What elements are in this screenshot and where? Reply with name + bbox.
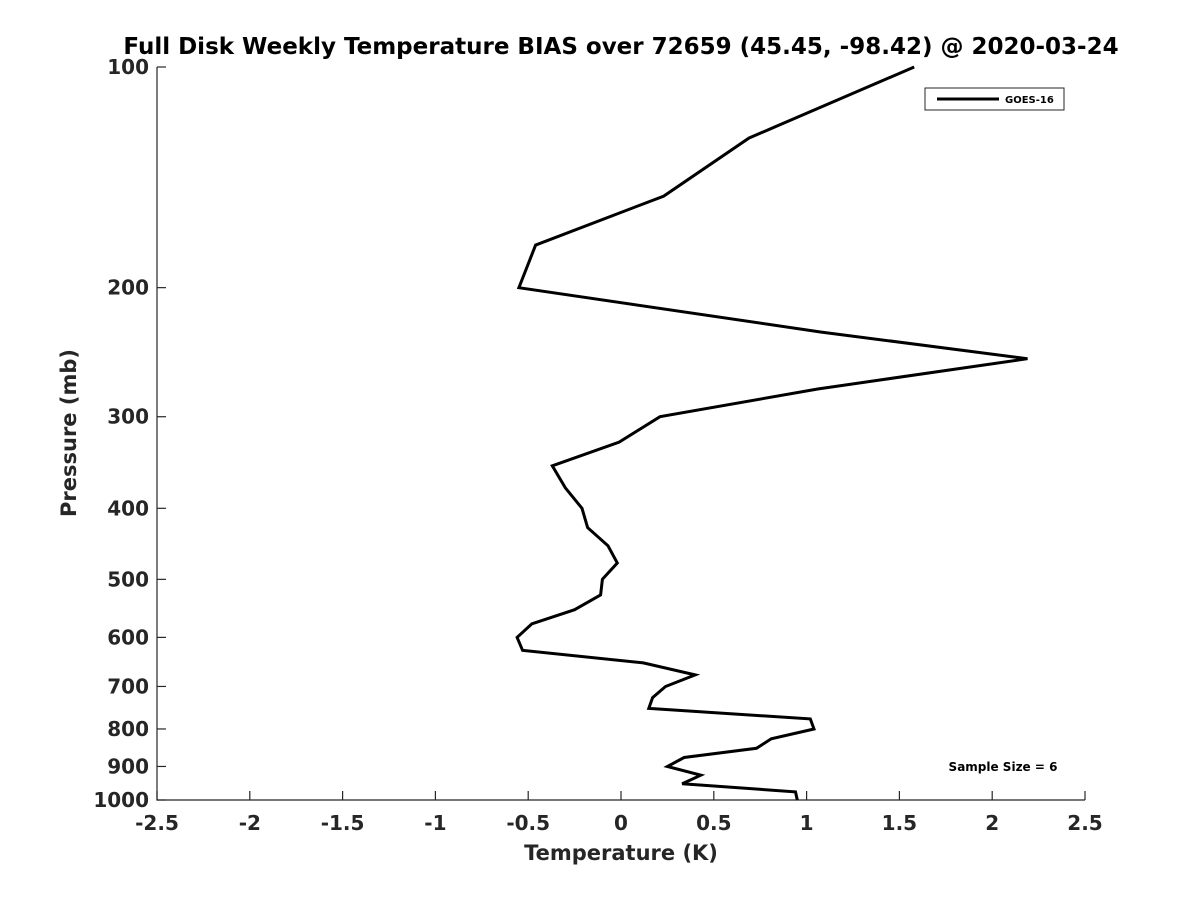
legend-entry-goes-16: GOES-16 bbox=[1005, 95, 1054, 106]
x-tick-label: 2 bbox=[985, 811, 999, 835]
x-tick-label: -0.5 bbox=[506, 811, 550, 835]
x-tick-label: 0.5 bbox=[696, 811, 731, 835]
x-tick-label: 1.5 bbox=[882, 811, 917, 835]
y-tick-label: 900 bbox=[107, 754, 149, 778]
y-tick-label: 300 bbox=[107, 405, 149, 429]
y-tick-label: 600 bbox=[107, 625, 149, 649]
y-axis-ticks: 100 200 300 400 500 600 700 800 900 1000 bbox=[93, 55, 166, 812]
plot-area: -2.5 -2 -1.5 -1 -0.5 0 0.5 1 1.5 2 2.5 100 200 300 40… bbox=[93, 55, 1102, 835]
y-tick-label: 200 bbox=[107, 276, 149, 300]
y-tick-label: 800 bbox=[107, 717, 149, 741]
series-layer bbox=[515, 65, 1028, 801]
x-axis-ticks: -2.5 -2 -1.5 -1 -0.5 0 0.5 1 1.5 2 2.5 bbox=[135, 791, 1103, 835]
x-tick-label: 0 bbox=[614, 811, 628, 835]
x-tick-label: -2 bbox=[239, 811, 261, 835]
y-axis-label: Pressure (mb) bbox=[57, 349, 81, 517]
x-tick-label: -1 bbox=[424, 811, 446, 835]
x-tick-label: 2.5 bbox=[1067, 811, 1102, 835]
x-tick-label: -1.5 bbox=[321, 811, 365, 835]
series-line-goes-16 bbox=[515, 65, 1028, 801]
sample-size-annotation: Sample Size = 6 bbox=[949, 760, 1058, 774]
x-tick-label: -2.5 bbox=[135, 811, 179, 835]
x-tick-label: 1 bbox=[800, 811, 814, 835]
legend: GOES-16 bbox=[924, 87, 1065, 111]
y-tick-label: 400 bbox=[107, 496, 149, 520]
y-tick-label: 1000 bbox=[93, 788, 149, 812]
y-tick-label: 500 bbox=[107, 567, 149, 591]
y-tick-label: 100 bbox=[107, 55, 149, 79]
x-axis-label: Temperature (K) bbox=[524, 841, 718, 865]
y-tick-label: 700 bbox=[107, 674, 149, 698]
chart-title: Full Disk Weekly Temperature BIAS over 7… bbox=[123, 34, 1118, 60]
